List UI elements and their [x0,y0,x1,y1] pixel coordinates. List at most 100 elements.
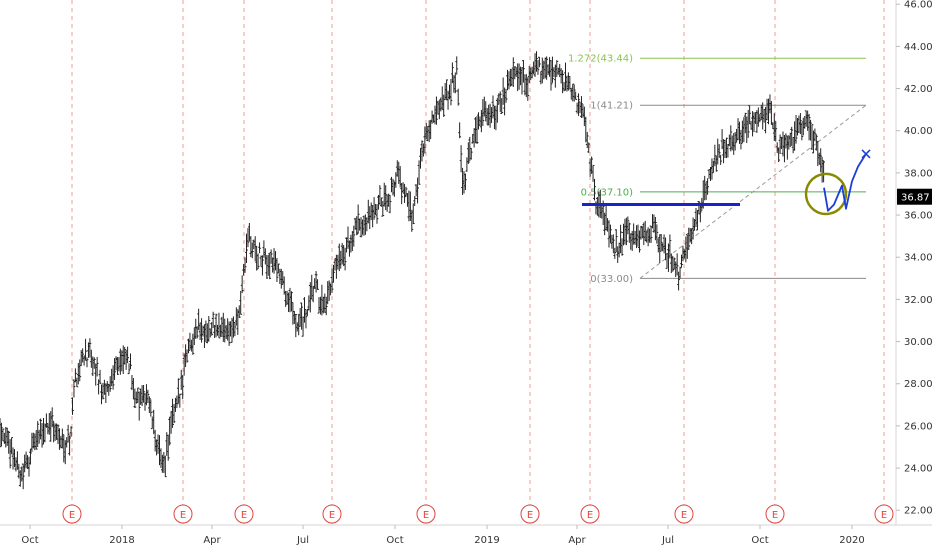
price-bar [29,448,32,465]
price-bar [549,60,553,91]
earnings-label: E [587,510,593,521]
price-bar [807,113,811,141]
price-bar [147,396,151,414]
price-bar [75,377,79,388]
price-bar [717,144,721,158]
price-tick-label: 44.00 [904,42,932,53]
earnings-marker[interactable]: E [416,504,436,524]
earnings-circle [520,504,540,524]
price-bar [626,216,630,235]
price-bar [590,156,593,174]
price-bar [678,266,682,279]
price-bar [378,185,382,205]
earnings-circle [322,504,342,524]
price-bar [268,253,272,280]
price-bar [574,91,578,100]
price-tick-label: 24.00 [904,464,932,475]
price-bar [790,126,794,146]
price-tick-label: 40.00 [904,126,932,137]
price-bar [277,263,280,274]
earnings-marker[interactable]: E [322,504,342,524]
time-tick-label: Apr [203,535,221,546]
price-bar [243,257,247,273]
earnings-marker[interactable]: E [674,504,694,524]
price-bar [78,359,82,382]
time-tick-label: 2018 [109,535,134,546]
price-bar [445,79,448,101]
price-bar [466,142,470,164]
price-bar [359,217,363,238]
price-bar [372,197,376,220]
last-price-box [897,188,932,205]
price-bar [181,374,185,400]
price-bar [240,275,244,294]
price-bar [171,398,174,428]
price-bar [809,119,812,141]
price-bar [725,137,728,159]
price-bar [625,217,628,246]
price-bar [36,421,40,448]
price-axis[interactable]: 22.00 24.00 26.00 28.00 30.00 32.00 34.00 36.00… [896,0,932,517]
price-bar [810,124,814,151]
earnings-marker[interactable]: E [234,504,254,524]
price-bar [294,313,298,338]
earnings-circle [416,504,436,524]
price-bar [7,430,11,454]
price-bar [21,463,25,490]
earnings-label: E [180,510,186,521]
price-bar [111,365,115,390]
price-bar [10,437,13,455]
price-bar [609,224,612,243]
price-bar [413,195,417,207]
price-bar [1,428,5,442]
earnings-marker[interactable]: E [520,504,540,524]
earnings-marker[interactable]: E [173,504,193,524]
price-bar [56,424,60,444]
price-bar [34,430,38,450]
price-bar [455,56,459,75]
price-bar [142,385,145,403]
price-bar [568,76,572,90]
fibonacci-levels: 1.272(43.44) 1(41.21) 0.5(37.10) 0(33.00) [568,54,866,285]
price-tick-label: 28.00 [904,379,932,390]
price-bar [451,62,454,84]
earnings-circle [173,504,193,524]
price-tick-label: 36.00 [904,211,932,222]
last-price-badge: 36.87 [897,188,932,205]
price-bar [458,122,462,139]
price-bar [85,357,89,368]
time-axis[interactable]: Oct 2018 Apr Jul Oct 2019 Apr Jul Oct 2020 [21,525,865,546]
earnings-marker[interactable]: E [874,504,894,524]
price-tick-label: 46.00 [904,0,932,11]
price-bar [819,148,823,173]
time-tick-label: Jul [296,535,309,546]
price-bar [332,264,335,283]
price-bar [417,160,421,185]
price-bar [459,145,463,173]
time-tick-label: Jul [661,535,674,546]
price-bar [210,322,214,336]
price-bar [435,96,438,125]
earnings-marker[interactable]: E [765,504,785,524]
earnings-marker[interactable]: E [62,504,82,524]
price-bar [680,254,683,268]
price-bar [101,383,105,400]
fib-level-label: 1(41.21) [590,101,633,112]
earnings-marker[interactable]: E [580,504,600,524]
price-bar [800,122,804,141]
price-bar [748,105,752,125]
price-bar [134,391,138,404]
price-bar [68,435,71,456]
annotation-drawings [582,149,871,216]
price-bar [611,234,615,254]
price-bar [739,129,743,150]
price-bar [613,247,617,259]
highlight-circle [804,172,848,216]
price-bar [591,164,595,182]
price-bar [0,418,2,448]
price-bar [475,116,479,144]
price-bar [0,422,3,447]
price-bar [246,228,250,248]
